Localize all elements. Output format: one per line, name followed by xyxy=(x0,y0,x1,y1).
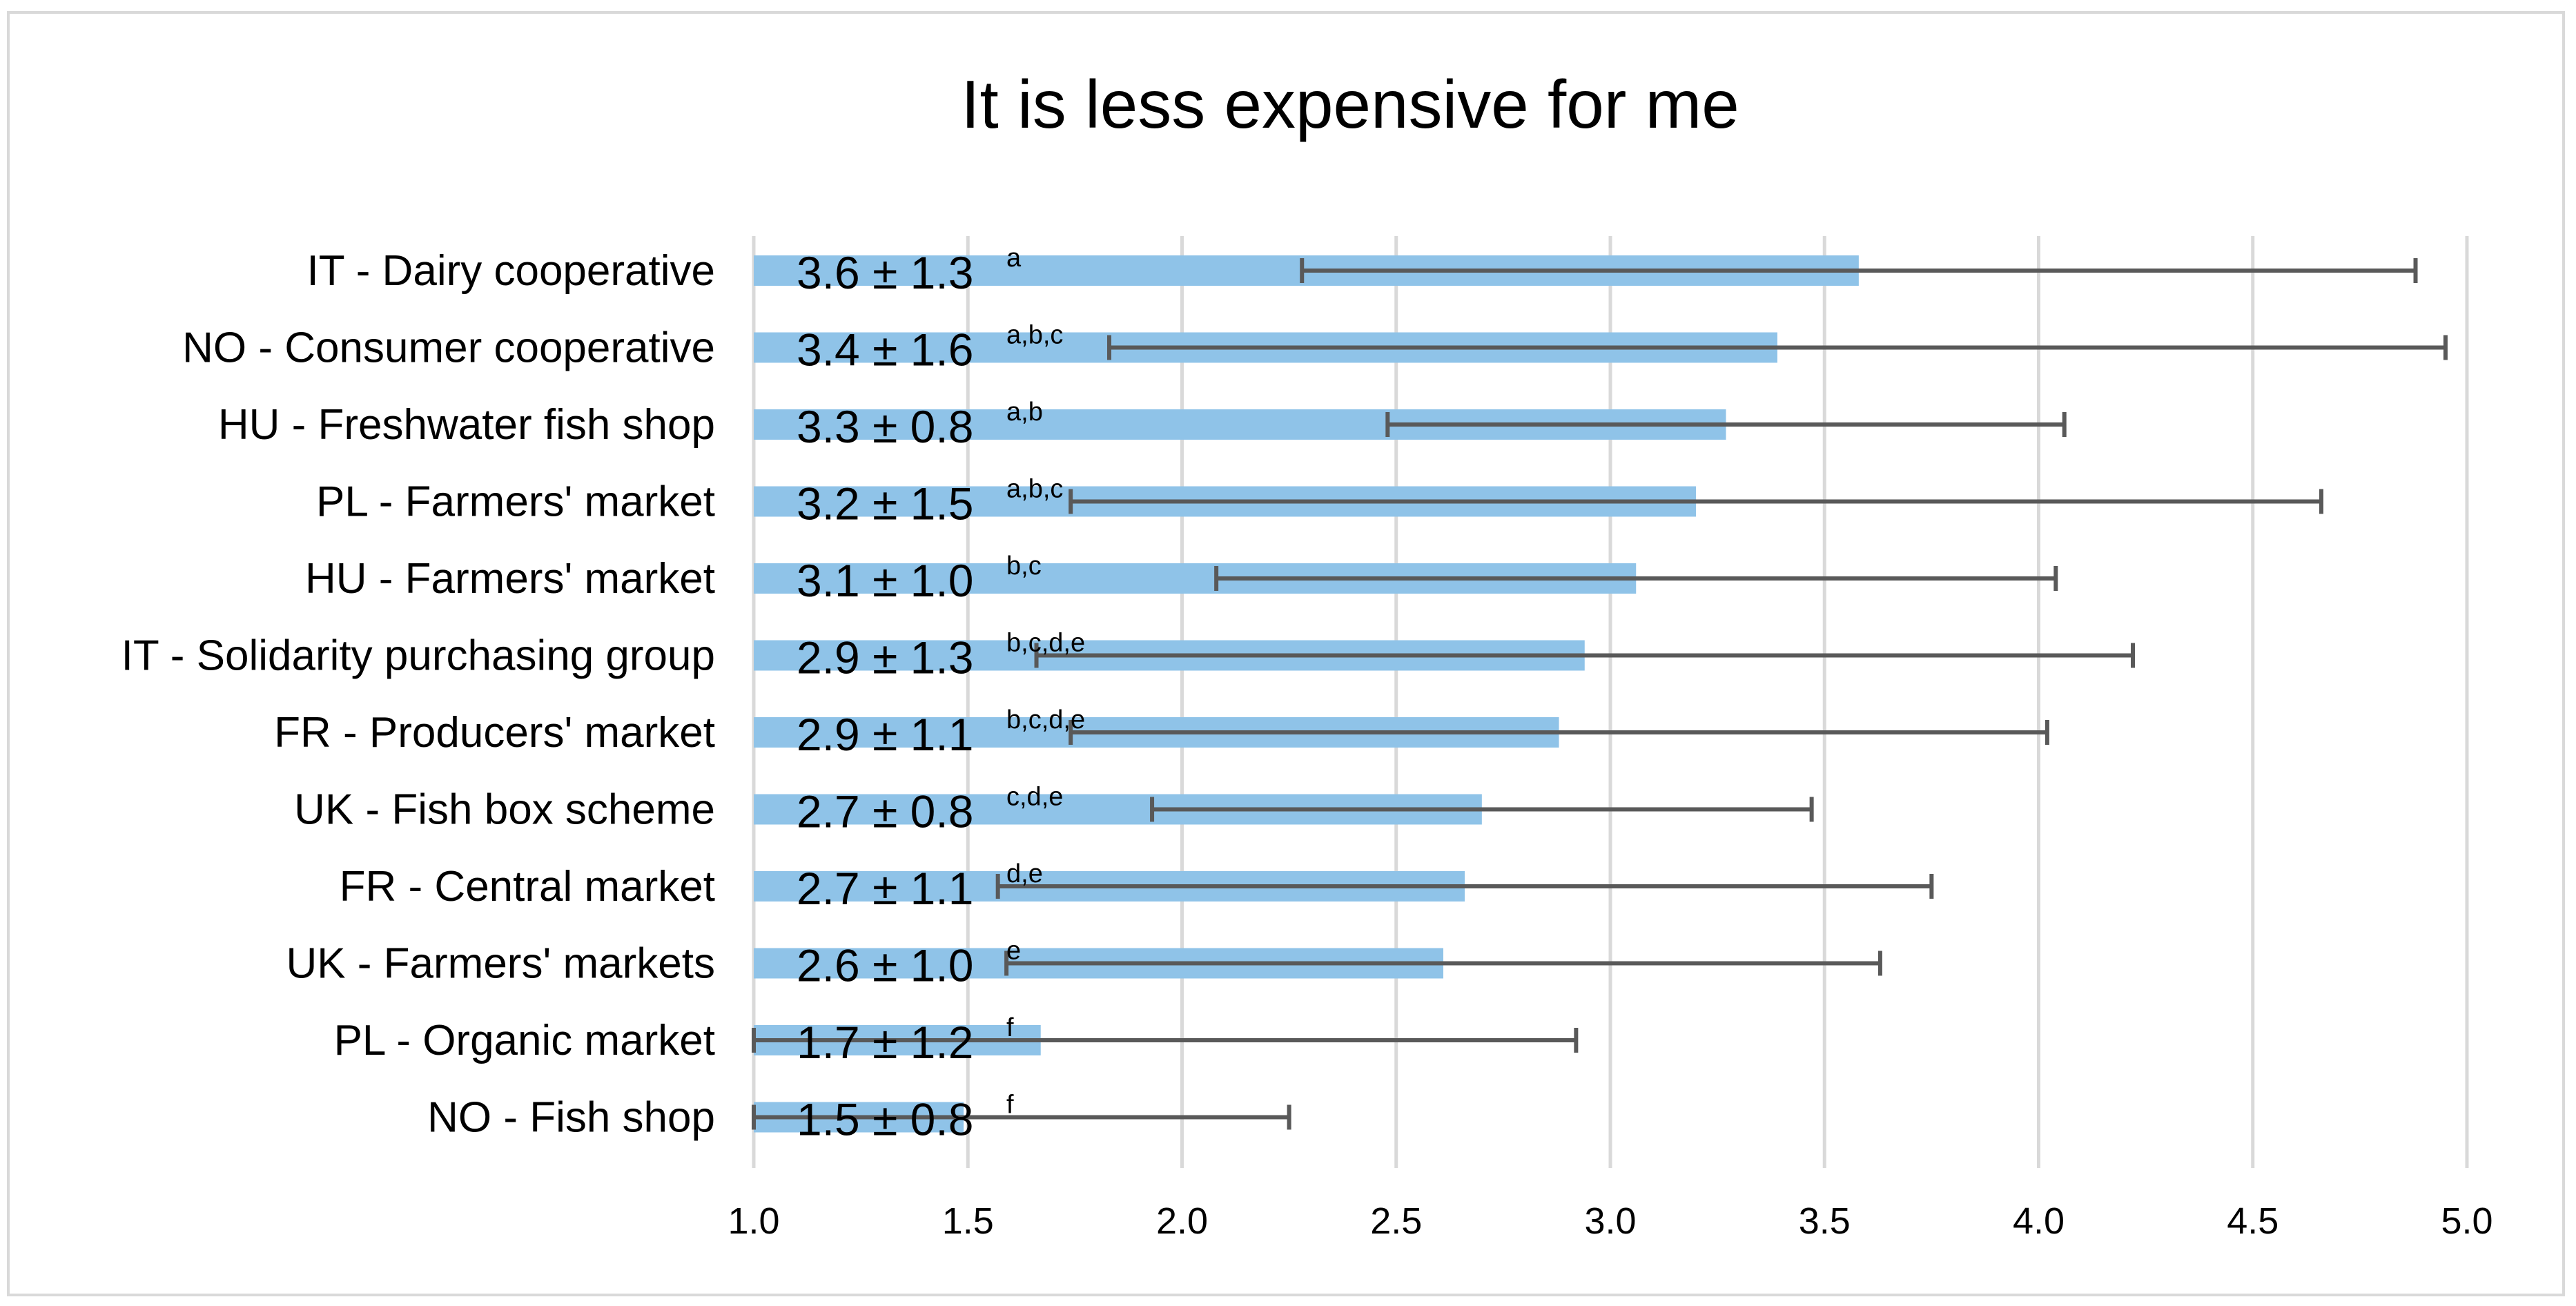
x-tick-layer: 1.0 1.5 2.0 2.5 3.0 3.5 4.0 4.5 5.0 xyxy=(728,1200,2492,1242)
category-label: HU - Farmers' market xyxy=(305,555,715,603)
significance-letter: f xyxy=(1006,1091,1014,1120)
error-bar-layer xyxy=(752,258,2448,1130)
data-label: 3.2 ± 1.5 xyxy=(797,478,973,529)
data-label: 2.7 ± 0.8 xyxy=(797,786,973,837)
x-tick-label: 5.0 xyxy=(2441,1200,2492,1242)
data-label: 1.5 ± 0.8 xyxy=(797,1094,973,1145)
x-tick-label: 4.5 xyxy=(2227,1200,2279,1242)
category-label: PL - Farmers' market xyxy=(316,478,715,526)
category-label: UK - Farmers' markets xyxy=(286,940,715,988)
data-label: 3.1 ± 1.0 xyxy=(797,555,973,606)
data-label: 2.9 ± 1.3 xyxy=(797,632,973,683)
significance-letter: d,e xyxy=(1006,859,1043,888)
chart-title: It is less expensive for me xyxy=(961,66,1739,142)
x-tick-label: 3.0 xyxy=(1584,1200,1636,1242)
significance-letter: a,b xyxy=(1006,398,1043,427)
significance-letter: f xyxy=(1006,1013,1014,1042)
significance-letter: e xyxy=(1006,937,1021,966)
data-label-layer: 3.6 ± 1.3 a 3.4 ± 1.6 a,b,c 3.3 ± 0.8 a,b 3.2 … xyxy=(797,244,1085,1145)
category-label: HU - Freshwater fish shop xyxy=(218,401,715,449)
data-label: 3.3 ± 0.8 xyxy=(797,401,973,452)
chart-frame: It is less expensive for me IT - Dairy c… xyxy=(7,11,2565,1296)
x-tick-label: 1.5 xyxy=(942,1200,994,1242)
x-tick-label: 2.0 xyxy=(1156,1200,1208,1242)
x-tick-label: 4.0 xyxy=(2013,1200,2065,1242)
data-label: 2.6 ± 1.0 xyxy=(797,940,973,991)
category-label-layer: IT - Dairy cooperative NO - Consumer coop… xyxy=(121,247,715,1142)
category-label: IT - Dairy cooperative xyxy=(306,247,715,295)
data-label: 3.6 ± 1.3 xyxy=(797,247,973,298)
category-label: FR - Central market xyxy=(340,863,715,910)
data-label: 1.7 ± 1.2 xyxy=(797,1017,973,1068)
significance-letter: b,c,d,e xyxy=(1006,705,1085,734)
significance-letter: b,c,d,e xyxy=(1006,629,1085,658)
chart-svg: It is less expensive for me IT - Dairy c… xyxy=(121,66,2493,1242)
data-label: 2.7 ± 1.1 xyxy=(797,863,973,914)
grid-layer xyxy=(752,236,2469,1168)
category-label: IT - Solidarity purchasing group xyxy=(121,632,715,680)
bar-layer xyxy=(754,255,1859,1133)
data-label: 2.9 ± 1.1 xyxy=(797,709,973,760)
significance-letter: a xyxy=(1006,244,1022,273)
x-tick-label: 3.5 xyxy=(1799,1200,1851,1242)
x-tick-label: 1.0 xyxy=(728,1200,779,1242)
significance-letter: c,d,e xyxy=(1006,783,1063,812)
category-label: PL - Organic market xyxy=(334,1017,715,1064)
category-label: FR - Producers' market xyxy=(274,709,715,757)
significance-letter: b,c xyxy=(1006,552,1042,581)
category-label: UK - Fish box scheme xyxy=(294,786,715,834)
category-label: NO - Consumer cooperative xyxy=(182,324,715,372)
category-label: NO - Fish shop xyxy=(427,1094,715,1142)
significance-letter: a,b,c xyxy=(1006,475,1063,504)
significance-letter: a,b,c xyxy=(1006,321,1063,350)
x-tick-label: 2.5 xyxy=(1370,1200,1422,1242)
data-label: 3.4 ± 1.6 xyxy=(797,324,973,376)
